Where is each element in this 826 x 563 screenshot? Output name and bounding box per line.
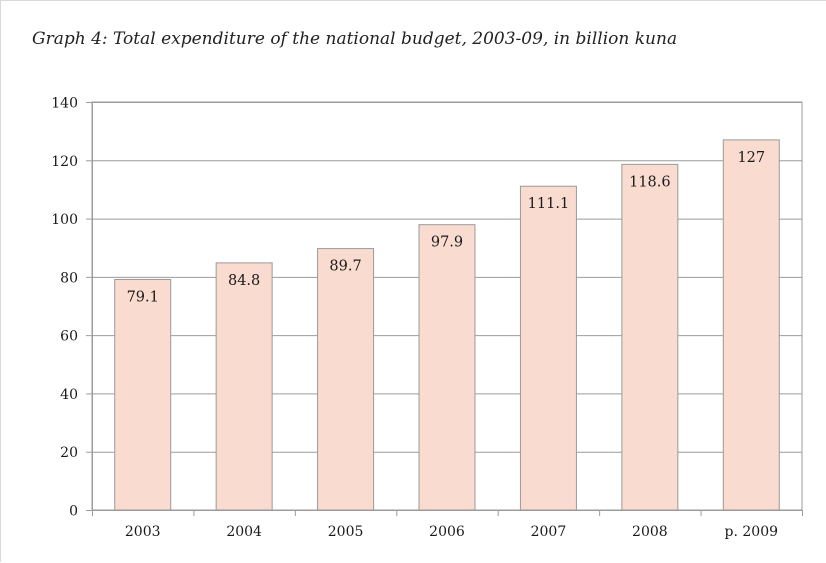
data-label: 89.7 <box>329 259 361 275</box>
data-label: 118.6 <box>629 174 671 190</box>
y-tick-label: 140 <box>51 96 78 112</box>
data-label: 84.8 <box>228 273 260 289</box>
bar <box>418 224 476 511</box>
x-tick-label: 2008 <box>632 524 668 540</box>
bar <box>114 278 172 511</box>
bar <box>621 163 679 511</box>
bar <box>317 248 375 511</box>
x-tick-label: 2007 <box>531 524 567 540</box>
bar <box>519 185 577 511</box>
y-tick-label: 120 <box>51 154 78 170</box>
y-tick-label: 80 <box>60 270 78 286</box>
x-tick-label: 2005 <box>328 524 364 540</box>
y-tick-label: 100 <box>51 212 78 228</box>
bar <box>215 262 273 511</box>
data-label: 111.1 <box>528 196 570 212</box>
x-tick-label: 2006 <box>429 524 465 540</box>
y-tick-label: 0 <box>69 504 78 520</box>
x-tick-label: p. 2009 <box>725 524 779 540</box>
chart-title: Graph 4: Total expenditure of the nation… <box>32 29 678 49</box>
x-tick-label: 2004 <box>226 524 262 540</box>
data-label: 97.9 <box>431 235 463 251</box>
y-tick-label: 60 <box>60 329 78 345</box>
x-tick-label: 2003 <box>125 524 161 540</box>
data-label: 79.1 <box>127 289 159 305</box>
y-tick-label: 40 <box>60 387 78 403</box>
data-label: 127 <box>737 150 765 166</box>
bar <box>722 139 780 511</box>
y-tick-label: 20 <box>60 445 78 461</box>
